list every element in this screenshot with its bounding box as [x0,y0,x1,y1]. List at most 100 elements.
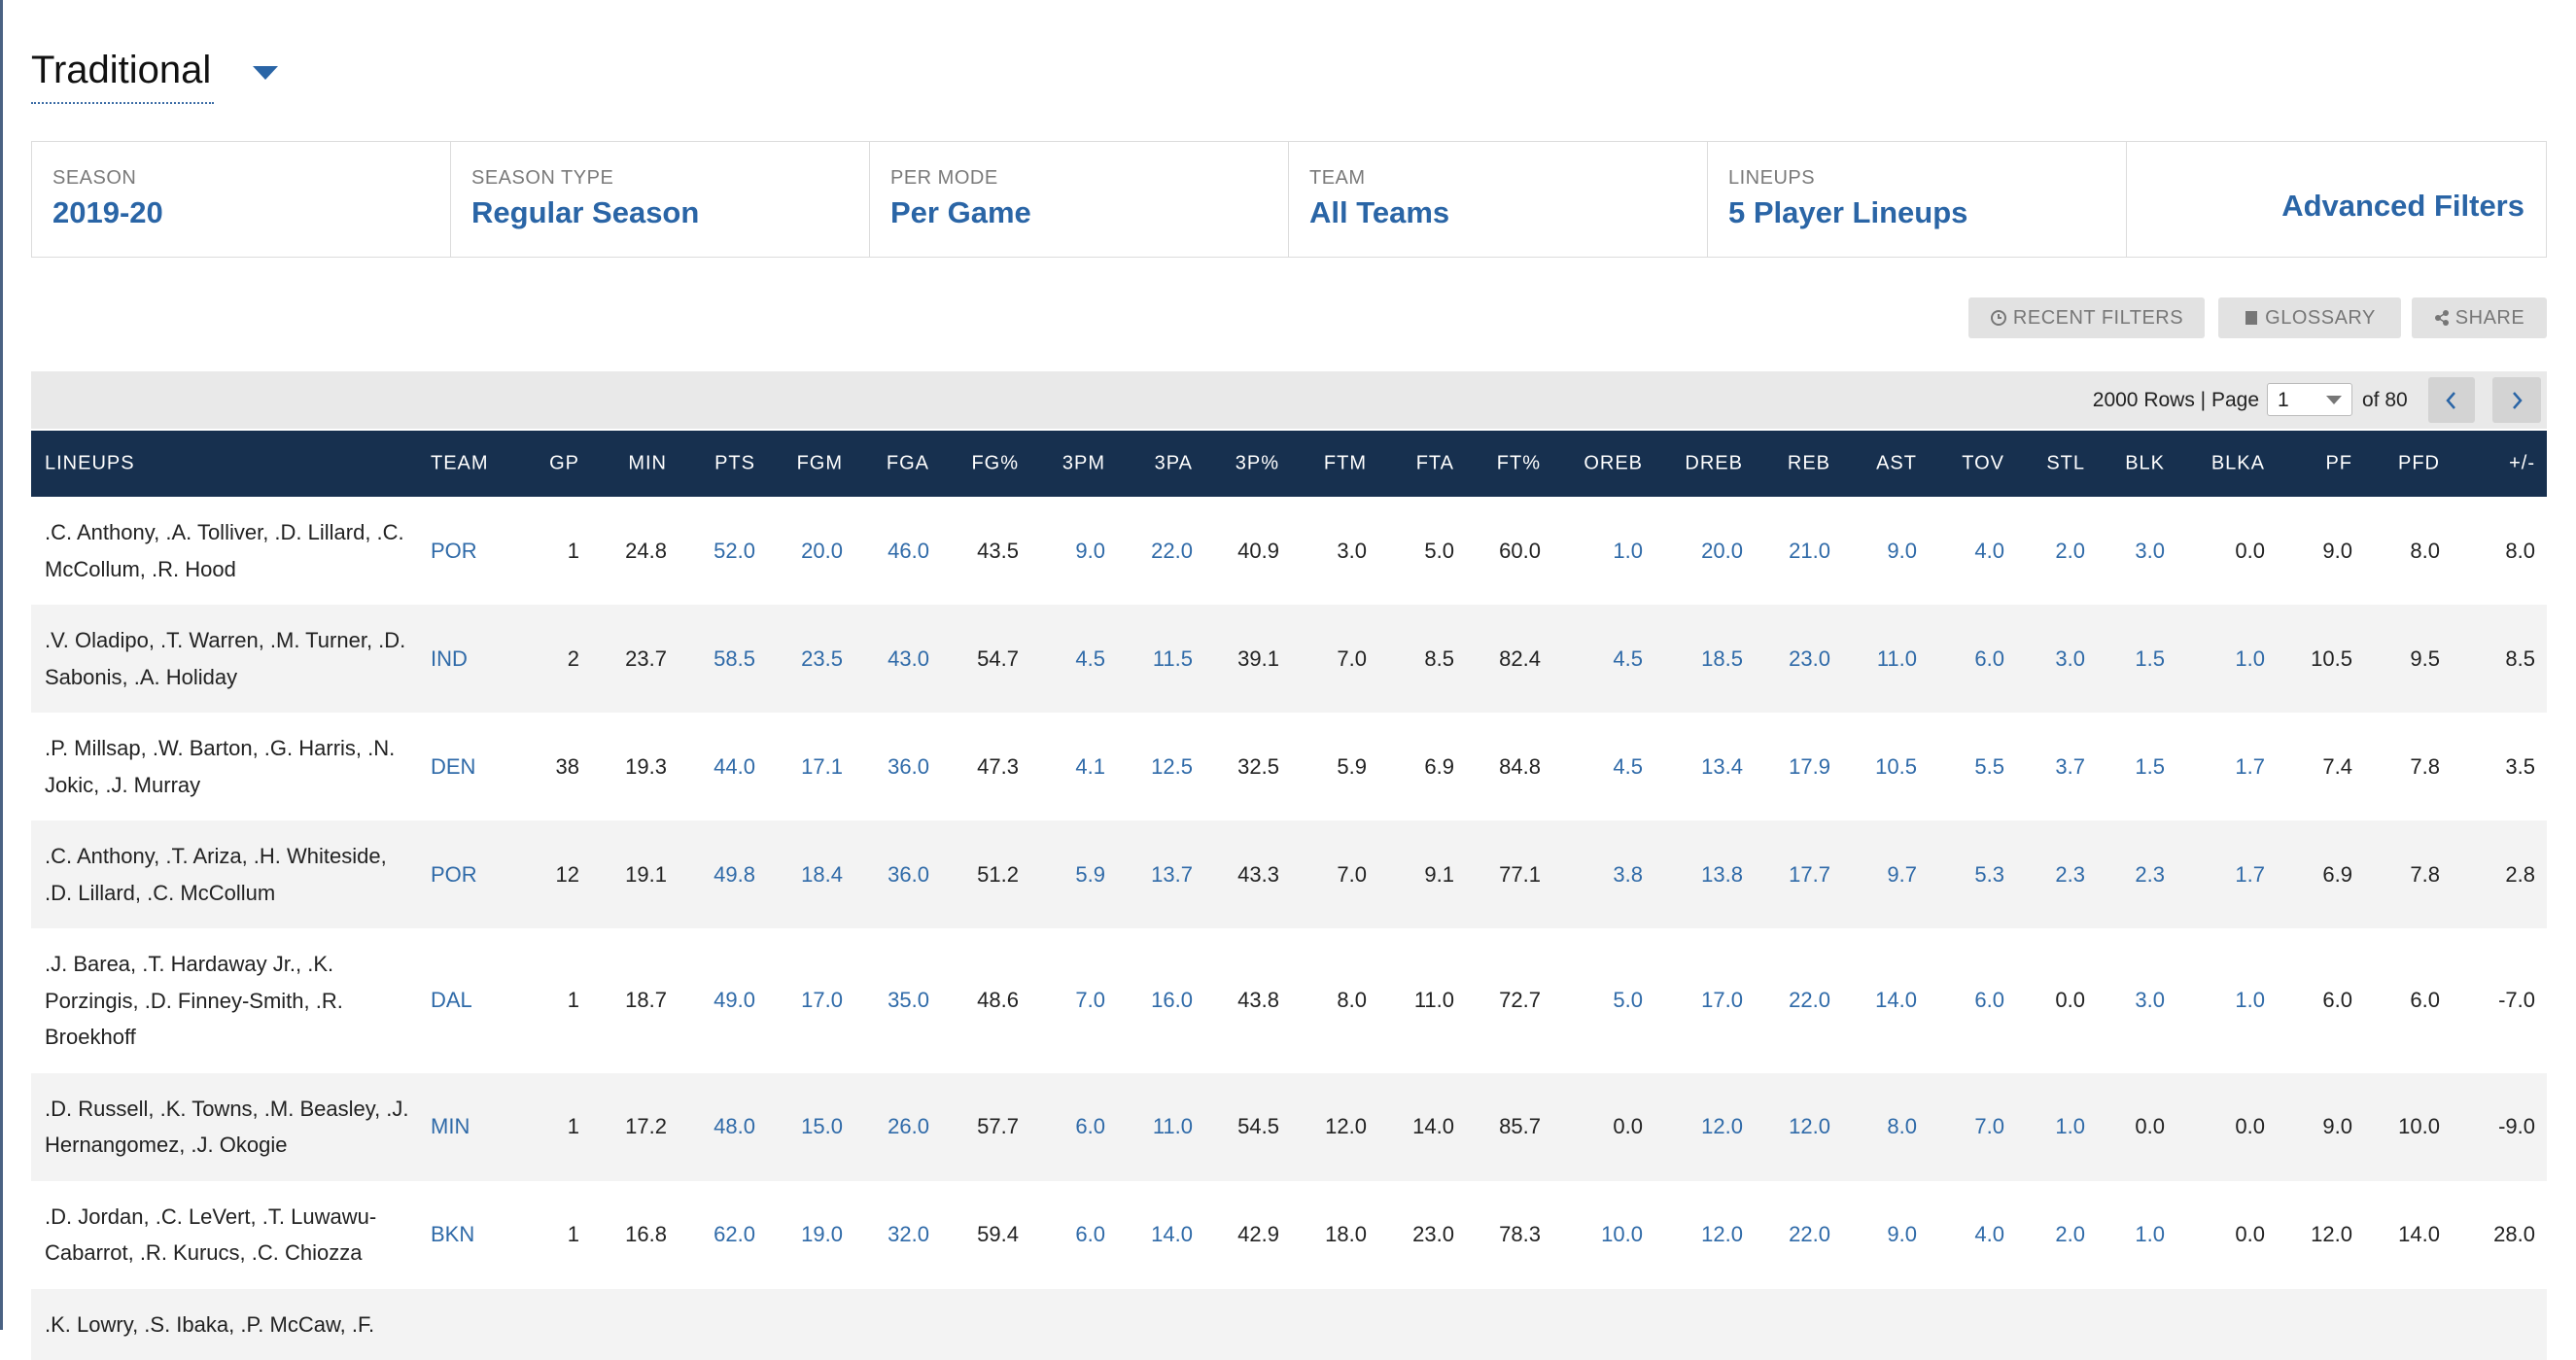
stat-cell[interactable]: 49.8 [714,862,755,888]
column-header[interactable]: FGM [797,453,843,475]
stat-cell[interactable]: 1.7 [2235,862,2265,888]
stat-cell[interactable]: 3.0 [2135,539,2165,564]
stat-cell[interactable]: 13.8 [1701,862,1743,888]
stat-cell[interactable]: 1.0 [1613,539,1643,564]
recent-filters-button[interactable]: RECENT FILTERS [1968,297,2205,338]
stat-cell[interactable]: 22.0 [1151,539,1193,564]
stat-cell[interactable]: 9.0 [1075,539,1105,564]
filter-value[interactable]: All Teams [1309,195,1707,230]
stat-cell[interactable]: 7.0 [1075,988,1105,1013]
page-select[interactable]: 1 [2267,383,2352,416]
team-cell[interactable]: MIN [431,1114,470,1139]
stat-cell[interactable]: 18.4 [801,862,843,888]
stat-cell[interactable]: 16.0 [1151,988,1193,1013]
column-header[interactable]: OREB [1584,453,1643,475]
column-header[interactable]: PF [2325,453,2352,475]
stat-cell[interactable]: 3.0 [2135,988,2165,1013]
column-header[interactable]: BLKA [2211,453,2265,475]
stat-cell[interactable]: 1.0 [2055,1114,2085,1139]
stat-cell[interactable]: 22.0 [1789,1222,1830,1247]
stat-cell[interactable]: 21.0 [1789,539,1830,564]
stat-cell[interactable]: 9.7 [1887,862,1917,888]
stat-cell[interactable]: 17.0 [1701,988,1743,1013]
stat-cell[interactable]: 23.0 [1789,646,1830,672]
stat-cell[interactable]: 4.5 [1613,754,1643,780]
advanced-filters-link[interactable]: Advanced Filters [2127,142,2546,257]
column-header[interactable]: PTS [714,453,755,475]
stat-cell[interactable]: 11.5 [1153,646,1193,672]
stat-cell[interactable]: 11.0 [1877,646,1917,672]
stat-cell[interactable]: 22.0 [1789,988,1830,1013]
stat-cell[interactable]: 6.0 [1974,988,2004,1013]
column-header[interactable]: 3PA [1155,453,1193,475]
stat-cell[interactable]: 1.5 [2135,754,2165,780]
stat-cell[interactable]: 9.0 [1887,539,1917,564]
filter-value[interactable]: 2019-20 [52,195,450,230]
stat-cell[interactable]: 4.5 [1613,646,1643,672]
stat-cell[interactable]: 1.0 [2235,646,2265,672]
stat-cell[interactable]: 13.4 [1701,754,1743,780]
glossary-button[interactable]: GLOSSARY [2218,297,2401,338]
stat-cell[interactable]: 11.0 [1153,1114,1193,1139]
stat-cell[interactable]: 2.3 [2055,862,2085,888]
stat-cell[interactable]: 10.0 [1601,1222,1643,1247]
stat-cell[interactable]: 17.0 [801,988,843,1013]
filter-value[interactable]: 5 Player Lineups [1728,195,2126,230]
column-header[interactable]: FG% [971,453,1019,475]
stat-cell[interactable]: 3.7 [2055,754,2085,780]
team-cell[interactable]: POR [431,539,477,564]
stat-cell[interactable]: 18.5 [1701,646,1743,672]
column-header[interactable]: BLK [2125,453,2165,475]
filter-value[interactable]: Per Game [890,195,1288,230]
stat-cell[interactable]: 7.0 [1974,1114,2004,1139]
stat-cell[interactable]: 46.0 [888,539,929,564]
team-cell[interactable]: DAL [431,988,472,1013]
stat-cell[interactable]: 20.0 [1701,539,1743,564]
team-cell[interactable]: IND [431,646,468,672]
stat-cell[interactable]: 13.7 [1151,862,1193,888]
column-header[interactable]: 3PM [1062,453,1105,475]
stat-cell[interactable]: 17.9 [1789,754,1830,780]
team-cell[interactable]: DEN [431,754,475,780]
team-cell[interactable]: BKN [431,1222,474,1247]
column-header[interactable]: LINEUPS [45,453,135,475]
stat-cell[interactable]: 12.0 [1789,1114,1830,1139]
stat-cell[interactable]: 9.0 [1887,1222,1917,1247]
stat-cell[interactable]: 26.0 [888,1114,929,1139]
stat-cell[interactable]: 3.0 [2055,646,2085,672]
stat-cell[interactable]: 6.0 [1075,1222,1105,1247]
team-cell[interactable]: POR [431,862,477,888]
stat-cell[interactable]: 62.0 [714,1222,755,1247]
stat-cell[interactable]: 5.0 [1613,988,1643,1013]
stat-cell[interactable]: 44.0 [714,754,755,780]
column-header[interactable]: FT% [1497,453,1541,475]
stat-cell[interactable]: 5.5 [1974,754,2004,780]
stat-cell[interactable]: 36.0 [888,862,929,888]
next-page-button[interactable] [2492,377,2541,423]
stat-cell[interactable]: 4.0 [1974,1222,2004,1247]
stat-cell[interactable]: 1.0 [2135,1222,2165,1247]
prev-page-button[interactable] [2428,377,2475,423]
stat-cell[interactable]: 10.5 [1875,754,1917,780]
stat-cell[interactable]: 15.0 [801,1114,843,1139]
stat-cell[interactable]: 1.5 [2135,646,2165,672]
stat-cell[interactable]: 43.0 [888,646,929,672]
stat-cell[interactable]: 2.0 [2055,539,2085,564]
column-header[interactable]: AST [1876,453,1917,475]
stat-cell[interactable]: 12.0 [1701,1222,1743,1247]
column-header[interactable]: STL [2046,453,2085,475]
stat-cell[interactable]: 19.0 [801,1222,843,1247]
column-header[interactable]: 3P% [1236,453,1279,475]
stat-cell[interactable]: 20.0 [801,539,843,564]
stat-cell[interactable]: 14.0 [1875,988,1917,1013]
filter-value[interactable]: Regular Season [471,195,869,230]
stat-cell[interactable]: 52.0 [714,539,755,564]
view-title[interactable]: Traditional [31,49,211,92]
column-header[interactable]: FGA [887,453,929,475]
dropdown-arrow[interactable] [253,66,278,82]
